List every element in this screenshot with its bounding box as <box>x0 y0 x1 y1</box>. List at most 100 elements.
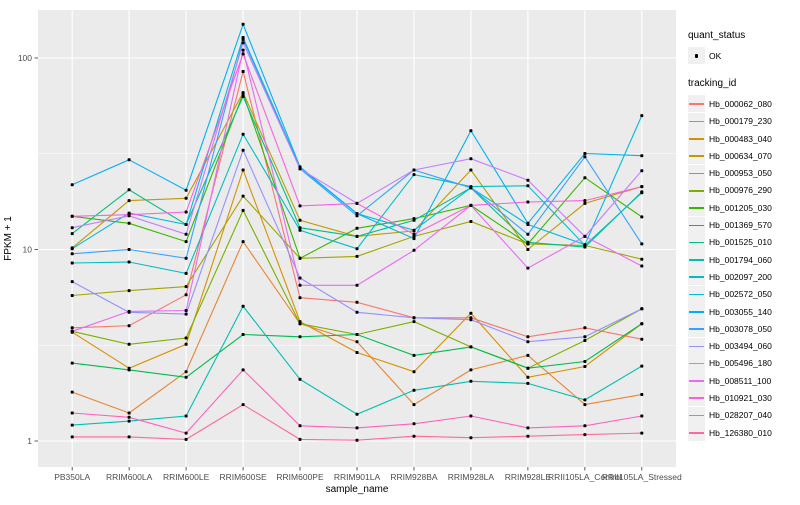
data-point <box>241 132 245 136</box>
data-point <box>184 370 188 374</box>
legend-entry-label: Hb_001794_060 <box>709 254 772 265</box>
data-point <box>412 168 416 172</box>
legend-entry: Hb_028207_040 <box>688 406 800 424</box>
legend-entry: Hb_000062_080 <box>688 95 800 113</box>
data-point <box>583 199 587 203</box>
data-point <box>526 221 530 225</box>
legend-entry-label: Hb_003494_060 <box>709 341 772 352</box>
data-point <box>298 218 302 222</box>
data-point <box>583 234 587 238</box>
data-point <box>184 188 188 192</box>
legend-entry-label: Hb_000953_050 <box>709 168 772 179</box>
data-point <box>469 220 473 223</box>
data-point <box>526 366 530 370</box>
data-point <box>127 188 131 192</box>
data-point <box>298 204 302 208</box>
legend-entry: Hb_002572_050 <box>688 285 800 303</box>
legend-key-line-icon <box>688 424 705 442</box>
data-point <box>298 424 302 428</box>
tracking-id-legend-title: tracking_id <box>688 78 737 90</box>
legend-key-line-icon <box>688 251 705 269</box>
data-point <box>583 424 587 428</box>
x-axis-title: sample_name <box>326 484 389 495</box>
data-point <box>70 390 74 394</box>
data-point <box>355 333 359 336</box>
data-point <box>526 200 530 204</box>
data-point <box>640 322 644 326</box>
data-point <box>355 310 359 314</box>
data-point <box>241 368 245 372</box>
data-point <box>127 260 131 264</box>
legend-key-line-icon <box>688 372 705 390</box>
legend-entry-label: Hb_002097_200 <box>709 271 772 282</box>
x-tick-label: RRIM928LA <box>448 472 495 482</box>
data-point <box>469 368 473 372</box>
legend-entry-label: Hb_001369_570 <box>709 220 772 231</box>
data-point <box>298 437 302 441</box>
data-point <box>640 191 644 195</box>
data-point <box>583 326 587 330</box>
legend-entry: Hb_000953_050 <box>688 164 800 182</box>
tracking-id-legend: tracking_id Hb_000062_080 Hb_000179_230 Hb… <box>688 78 800 442</box>
data-point <box>184 293 188 297</box>
legend-key-line-icon <box>688 389 705 407</box>
data-point <box>127 342 131 346</box>
data-point <box>127 158 131 162</box>
data-point <box>70 247 74 251</box>
data-point <box>70 214 74 218</box>
data-point <box>298 283 302 287</box>
legend-key-line-icon <box>688 199 705 217</box>
data-point <box>469 311 473 315</box>
data-point <box>241 304 245 308</box>
data-point <box>412 320 416 324</box>
data-point <box>298 167 302 171</box>
data-point <box>640 242 644 246</box>
legend-entry: Hb_003055_140 <box>688 303 800 320</box>
y-tick-label: 100 <box>18 53 32 63</box>
legend-entry-label: Hb_126380_010 <box>709 427 772 438</box>
data-point <box>583 155 587 159</box>
data-point <box>241 194 245 198</box>
data-point <box>412 353 416 357</box>
legend-entry-label: Hb_000483_040 <box>709 133 772 144</box>
data-point <box>127 415 131 419</box>
legend-entry-label: Hb_000976_290 <box>709 185 772 196</box>
data-point <box>469 203 473 207</box>
data-point <box>184 336 188 340</box>
data-point <box>526 184 530 188</box>
data-point <box>640 431 644 435</box>
data-point <box>355 226 359 230</box>
data-point <box>127 221 131 225</box>
data-point <box>412 218 416 222</box>
data-point <box>70 294 74 297</box>
legend-entry-label: Hb_003078_050 <box>709 323 772 334</box>
legend-entry-label: Hb_010921_030 <box>709 392 772 403</box>
data-point <box>412 388 416 392</box>
legend-entry: Hb_000483_040 <box>688 130 800 148</box>
legend-entry: Hb_001369_570 <box>688 216 800 234</box>
data-point <box>583 398 587 402</box>
data-point <box>127 248 131 251</box>
data-point <box>127 289 131 293</box>
data-point <box>241 22 245 26</box>
data-point <box>70 435 74 439</box>
data-point <box>640 414 644 418</box>
data-point <box>355 254 359 258</box>
legend-entry-label: Hb_001525_010 <box>709 237 772 248</box>
data-point <box>355 283 359 287</box>
data-point <box>526 232 530 236</box>
data-point <box>526 248 530 251</box>
data-point <box>583 152 587 155</box>
point-marker-icon <box>695 54 699 58</box>
data-point <box>184 437 188 441</box>
data-point <box>184 309 188 312</box>
data-point <box>469 379 473 383</box>
data-point <box>298 377 302 381</box>
legend-key-line-icon <box>688 233 705 251</box>
x-tick-label: RRIM600PE <box>276 472 324 482</box>
data-point <box>241 92 245 96</box>
legend-key-line-icon <box>688 285 705 303</box>
data-point <box>298 296 302 300</box>
data-point <box>241 37 245 41</box>
data-point <box>412 316 416 320</box>
